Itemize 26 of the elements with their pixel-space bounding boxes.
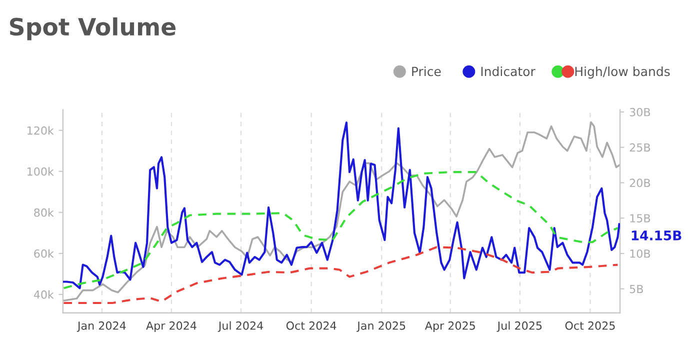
y-tick-label: 60k [34, 249, 54, 258]
x-tick-label: Oct 2025 [565, 321, 615, 330]
y2-tick-label: 15B [630, 214, 650, 222]
legend-label: High/low bands [575, 66, 670, 79]
x-tick-label: Jul 2024 [218, 321, 263, 332]
y-tick-label: 120k [28, 126, 54, 135]
chart-title: Spot Volume [10, 17, 176, 40]
y2-tick-label: 10B [630, 249, 650, 258]
y2-tick-label: 5B [630, 284, 643, 294]
x-tick-label: Oct 2024 [286, 321, 336, 330]
line-series [62, 171, 619, 290]
line-series [62, 246, 619, 304]
y-tick-label: 80k [34, 208, 54, 217]
y2-tick-label: 25B [630, 143, 650, 152]
y-tick-label: 100k [28, 167, 54, 176]
legend-label: Indicator [481, 66, 536, 76]
x-tick-label: Apr 2025 [424, 321, 475, 332]
legend-label: Price [412, 66, 441, 76]
x-tick-label: Jan 2024 [76, 321, 126, 332]
y2-tick-label: 20B [630, 178, 650, 188]
x-tick-label: Apr 2024 [146, 321, 196, 332]
y-tick-label: 40k [34, 290, 54, 299]
x-tick-label: Jul 2025 [496, 321, 542, 332]
x-tick-label: Jan 2025 [356, 321, 406, 332]
text: 14.15B [632, 230, 682, 240]
y2-tick-label: 30B [630, 108, 650, 116]
